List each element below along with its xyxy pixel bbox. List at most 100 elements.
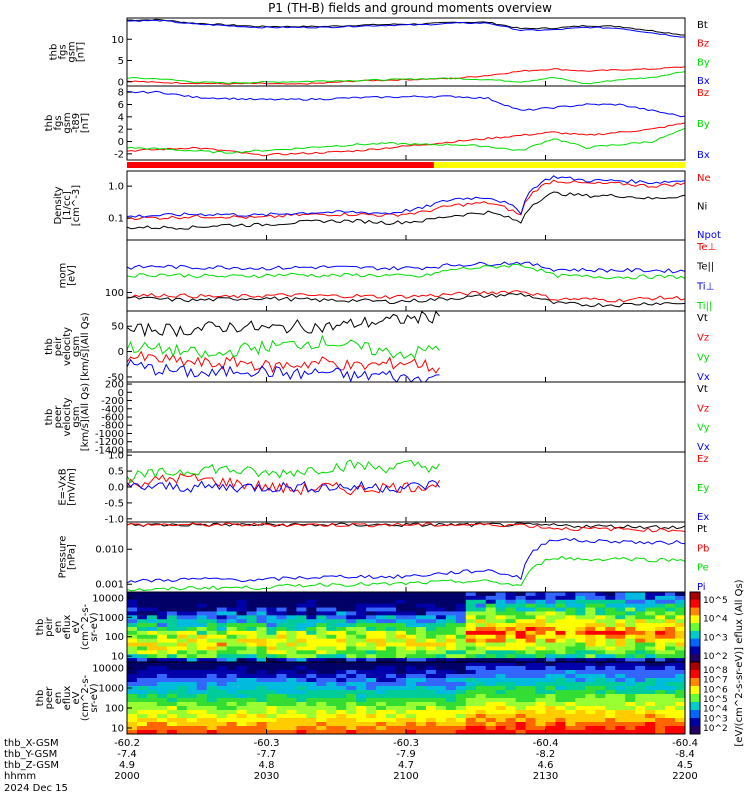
- spectrogram-cell: [186, 710, 198, 715]
- spectrogram-cell: [346, 710, 357, 715]
- spectrogram-cell: [665, 670, 676, 675]
- spectrogram-cell: [127, 714, 138, 719]
- spectrogram-cell: [386, 698, 397, 703]
- spectrogram-cell: [127, 623, 138, 628]
- spectrogram-cell: [226, 730, 238, 735]
- spectrogram-cell: [156, 638, 168, 644]
- spectrogram-cell: [535, 611, 546, 616]
- spectrogram-cell: [555, 595, 566, 601]
- spectrogram-cell: [186, 623, 198, 628]
- spectrogram-cell: [306, 702, 317, 707]
- spectrogram-cell: [286, 658, 297, 663]
- spectrogram-cell: [545, 694, 556, 699]
- legend-entry: Te||: [696, 262, 714, 273]
- spectrogram-cell: [286, 595, 297, 601]
- spectrogram-cell: [645, 706, 656, 711]
- spectrogram-cell: [296, 674, 307, 679]
- spectrogram-cell: [525, 702, 537, 707]
- spectrogram-cell: [246, 623, 258, 628]
- spectrogram-cell: [625, 623, 636, 628]
- spectrogram-cell: [555, 638, 566, 644]
- spectrogram-cell: [196, 623, 208, 628]
- spectrogram-cell: [386, 710, 397, 715]
- spectrogram-cell: [226, 686, 238, 691]
- spectrogram-cell: [625, 607, 636, 612]
- spectrogram-cell: [356, 646, 367, 651]
- spectrogram-cell: [166, 592, 178, 597]
- spectrogram-cell: [625, 682, 636, 687]
- spectrogram-cell: [386, 650, 397, 655]
- spectrogram-cell: [435, 615, 447, 620]
- spectrogram-cell: [306, 603, 317, 609]
- spectrogram-cell: [356, 615, 367, 620]
- spectrogram-cell: [425, 638, 437, 644]
- spectrogram-cell: [465, 698, 477, 703]
- spectrogram-cell: [186, 646, 198, 651]
- spectrogram-cell: [495, 638, 507, 644]
- spectrogram-cell: [595, 650, 606, 655]
- spectrogram-cell: [675, 722, 686, 727]
- spectrogram-cell: [156, 619, 168, 624]
- spectrogram-cell: [615, 654, 626, 659]
- spectrogram-cell: [216, 718, 228, 723]
- spectrogram-cell: [136, 718, 148, 723]
- spectrogram-cell: [276, 634, 287, 640]
- spectrogram-cell: [505, 607, 517, 612]
- spectrogram-cell: [645, 678, 656, 683]
- spectrogram-cell: [435, 603, 447, 609]
- spectrogram-cell: [495, 718, 507, 723]
- spectrogram-cell: [465, 658, 477, 663]
- xaxis-row-value: -60.2: [114, 738, 140, 749]
- spectrogram-cell: [146, 710, 158, 715]
- spectrogram-cell: [296, 592, 307, 597]
- spectrogram-cell: [555, 646, 566, 651]
- spectrogram-cell: [585, 607, 596, 612]
- spectrogram-cell: [595, 682, 606, 687]
- spectrogram-cell: [495, 690, 507, 695]
- spectrogram-cell: [226, 630, 238, 636]
- spectrogram-cell: [206, 706, 218, 711]
- spectrogram-cell: [565, 607, 576, 612]
- spectrogram-cell: [136, 595, 148, 601]
- spectrogram-cell: [485, 706, 497, 711]
- spectrogram-cell: [525, 682, 537, 687]
- spectrogram-cell: [465, 702, 477, 707]
- spectrogram-cell: [346, 607, 357, 612]
- spectrogram-cell: [216, 634, 228, 640]
- spectrogram-cell: [655, 615, 666, 620]
- spectrogram-cell: [216, 595, 228, 601]
- spectrogram-cell: [515, 714, 527, 719]
- spectrogram-cell: [136, 646, 148, 651]
- spectrogram-cell: [216, 690, 228, 695]
- spectrogram-cell: [555, 710, 566, 715]
- series-line-Ti||: [126, 263, 686, 280]
- spectrogram-cell: [306, 662, 317, 667]
- spectrogram-cell: [595, 638, 606, 644]
- ylabel-line-fgs-gsm: [nT]: [76, 42, 87, 62]
- series-line-By: [126, 71, 686, 85]
- spectrogram-cell: [535, 607, 546, 612]
- spectrogram-cell: [445, 638, 457, 644]
- spectrogram-cell: [455, 662, 467, 667]
- spectrogram-cell: [276, 603, 287, 609]
- spectrogram-cell: [465, 623, 477, 628]
- spectrogram-cell: [236, 627, 248, 632]
- spectrogram-cell: [525, 690, 537, 695]
- spectrogram-cell: [645, 654, 656, 659]
- spectrogram-cell: [655, 714, 666, 719]
- spectrogram-cell: [425, 686, 437, 691]
- spectrogram-cell: [396, 666, 407, 671]
- spectrogram-cell: [326, 630, 337, 636]
- spectrogram-cell: [236, 650, 248, 655]
- spectrogram-cell: [425, 654, 437, 659]
- spectrogram-cell: [425, 690, 437, 695]
- spectrogram-cell: [455, 603, 467, 609]
- spectrogram-cell: [655, 634, 666, 640]
- spectrogram-cell: [386, 615, 397, 620]
- spectrogram-cell: [575, 638, 586, 644]
- ytick-label: 4: [118, 112, 124, 123]
- spectrogram-cell: [186, 642, 198, 647]
- spectrogram-cell: [376, 642, 387, 647]
- ytick-label: 200: [105, 380, 124, 391]
- spectrogram-cell: [186, 722, 198, 727]
